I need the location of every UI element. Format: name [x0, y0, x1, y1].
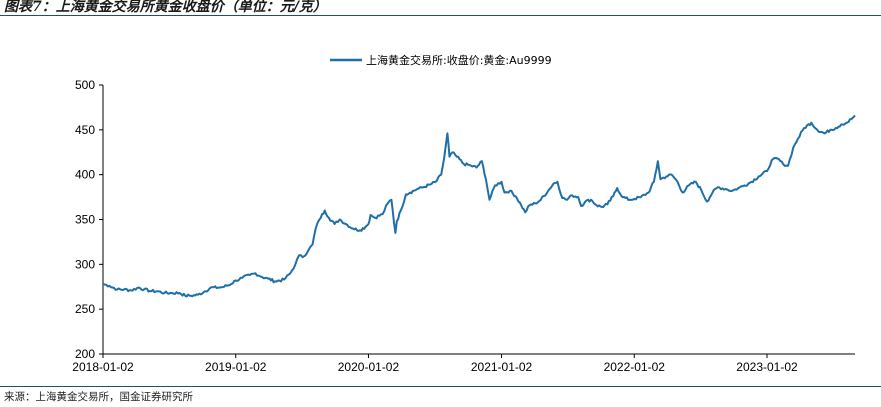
y-tick-label: 250	[75, 302, 95, 316]
y-tick-label: 350	[75, 213, 95, 227]
y-tick-label: 450	[75, 123, 95, 137]
legend-label: 上海黄金交易所:收盘价:黄金:Au9999	[366, 53, 552, 67]
title-divider	[0, 15, 881, 16]
legend: 上海黄金交易所:收盘价:黄金:Au9999	[330, 53, 552, 67]
axes	[99, 84, 855, 358]
y-tick-label: 400	[75, 168, 95, 182]
line-chart: 上海黄金交易所:收盘价:黄金:Au9999 500 450 400 350 300 250…	[72, 53, 856, 374]
x-tick-label: 2022-01-02	[604, 360, 666, 374]
series-line-au9999	[102, 114, 856, 298]
y-tick-label: 300	[75, 257, 95, 271]
x-tick-label: 2019-01-02	[205, 360, 267, 374]
x-tick-label: 2023-01-02	[736, 360, 798, 374]
x-tick-label: 2021-01-02	[471, 360, 533, 374]
source-note: 来源：上海黄金交易所，国金证券研究所	[4, 391, 193, 403]
x-tick-label: 2020-01-02	[338, 360, 400, 374]
x-tick-label: 2018-01-02	[72, 360, 134, 374]
y-tick-label: 200	[75, 347, 95, 361]
source-divider	[0, 386, 881, 387]
y-tick-label: 500	[75, 78, 95, 92]
plot-area	[102, 114, 856, 298]
chart-title: 图表7：上海黄金交易所黄金收盘价（单位：元/克）	[4, 0, 327, 15]
